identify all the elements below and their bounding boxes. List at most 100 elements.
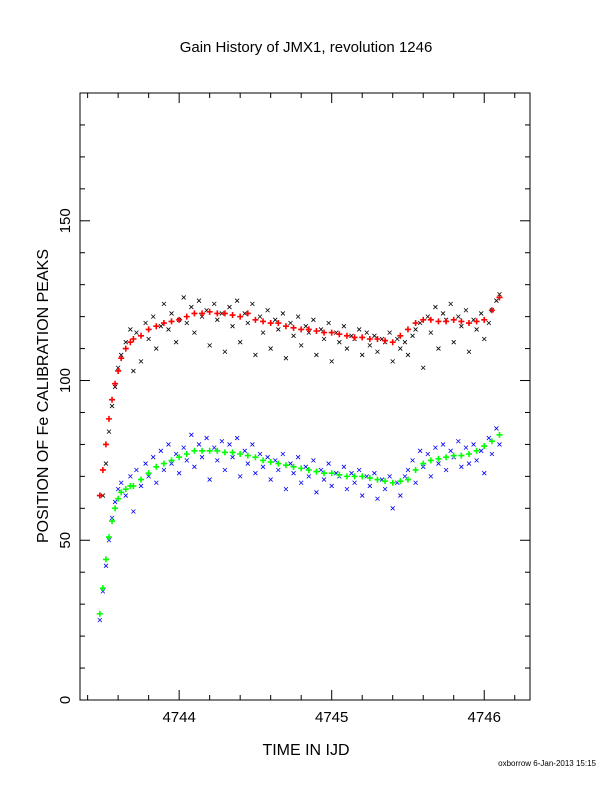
data-point [343, 332, 350, 339]
data-point [183, 451, 190, 458]
data-point [275, 460, 282, 467]
data-point [118, 489, 125, 496]
data-point [242, 448, 248, 454]
data-point [115, 486, 121, 492]
data-point [115, 495, 122, 502]
x-tick-label: 4745 [315, 709, 348, 726]
data-point [160, 320, 167, 327]
data-point [458, 452, 465, 459]
data-point [440, 442, 446, 447]
data-point [219, 438, 225, 444]
data-point [367, 343, 373, 348]
data-point [128, 327, 133, 332]
data-point [382, 486, 388, 492]
data-point [244, 452, 251, 459]
data-point [168, 457, 175, 464]
data-point [221, 310, 228, 317]
data-point [344, 346, 350, 351]
data-point [176, 316, 183, 323]
data-point [420, 365, 426, 371]
data-point [351, 334, 358, 341]
data-point [374, 335, 381, 342]
data-point [404, 326, 411, 333]
data-point [321, 470, 328, 477]
data-point [214, 310, 221, 317]
data-point [267, 458, 274, 465]
data-point [102, 441, 109, 448]
data-point [131, 509, 136, 514]
data-point [176, 454, 183, 461]
data-point [290, 324, 297, 331]
data-point [458, 318, 465, 325]
data-point [496, 431, 503, 438]
data-point [96, 610, 103, 617]
data-point [328, 470, 335, 477]
data-point [106, 429, 112, 434]
data-point [222, 349, 228, 355]
data-point [245, 320, 251, 326]
data-point [153, 463, 160, 470]
data-point [428, 330, 434, 335]
data-point [428, 474, 434, 479]
data-point [341, 464, 347, 470]
data-point [450, 316, 457, 323]
y-tick-label: 0 [57, 696, 74, 704]
data-point [291, 333, 296, 339]
data-point [192, 464, 197, 470]
data-point [250, 442, 255, 447]
data-point [109, 403, 115, 409]
data-point [176, 470, 182, 476]
data-point [395, 336, 400, 342]
data-point [189, 304, 194, 310]
data-point [288, 461, 293, 466]
data-point [387, 330, 392, 335]
data-point [265, 454, 270, 460]
data-point [303, 464, 309, 470]
data-point [191, 447, 198, 454]
series-3 [96, 431, 503, 617]
data-point [276, 467, 281, 473]
data-point [158, 448, 164, 454]
data-point [109, 518, 116, 525]
series-1 [97, 426, 502, 623]
data-point [134, 467, 139, 473]
data-point [321, 477, 327, 482]
data-point [425, 451, 431, 457]
data-point [303, 323, 309, 329]
data-point [189, 432, 194, 438]
data-point [471, 442, 476, 447]
data-point [237, 313, 244, 320]
footer-stamp: oxborrow 6-Jan-2013 15:15 [498, 759, 596, 768]
data-point [242, 311, 248, 316]
data-point [417, 448, 423, 454]
data-point [138, 476, 145, 483]
data-point [138, 332, 145, 339]
data-point [291, 470, 296, 476]
data-point [405, 467, 411, 473]
y-axis-label: POSITION OF Fe CALIBRATION PEAKS [35, 249, 52, 543]
data-point [199, 454, 205, 460]
data-point [168, 318, 175, 325]
data-point [112, 505, 119, 512]
data-point [456, 438, 461, 444]
x-tick-label: 4744 [162, 709, 195, 726]
data-point [318, 467, 324, 473]
data-point [398, 493, 403, 498]
data-point [341, 323, 347, 329]
data-point [435, 455, 442, 462]
data-point [306, 330, 312, 335]
data-point [366, 335, 373, 342]
data-point [199, 447, 206, 454]
data-point [253, 352, 258, 358]
data-point [481, 443, 488, 450]
data-point [260, 318, 267, 325]
data-point [402, 339, 408, 345]
data-point [253, 470, 258, 476]
data-point [199, 314, 205, 319]
data-point [150, 454, 156, 460]
data-point [420, 464, 426, 470]
data-point [115, 367, 122, 374]
data-point [366, 474, 373, 481]
data-point [389, 339, 396, 346]
data-point [122, 345, 129, 352]
